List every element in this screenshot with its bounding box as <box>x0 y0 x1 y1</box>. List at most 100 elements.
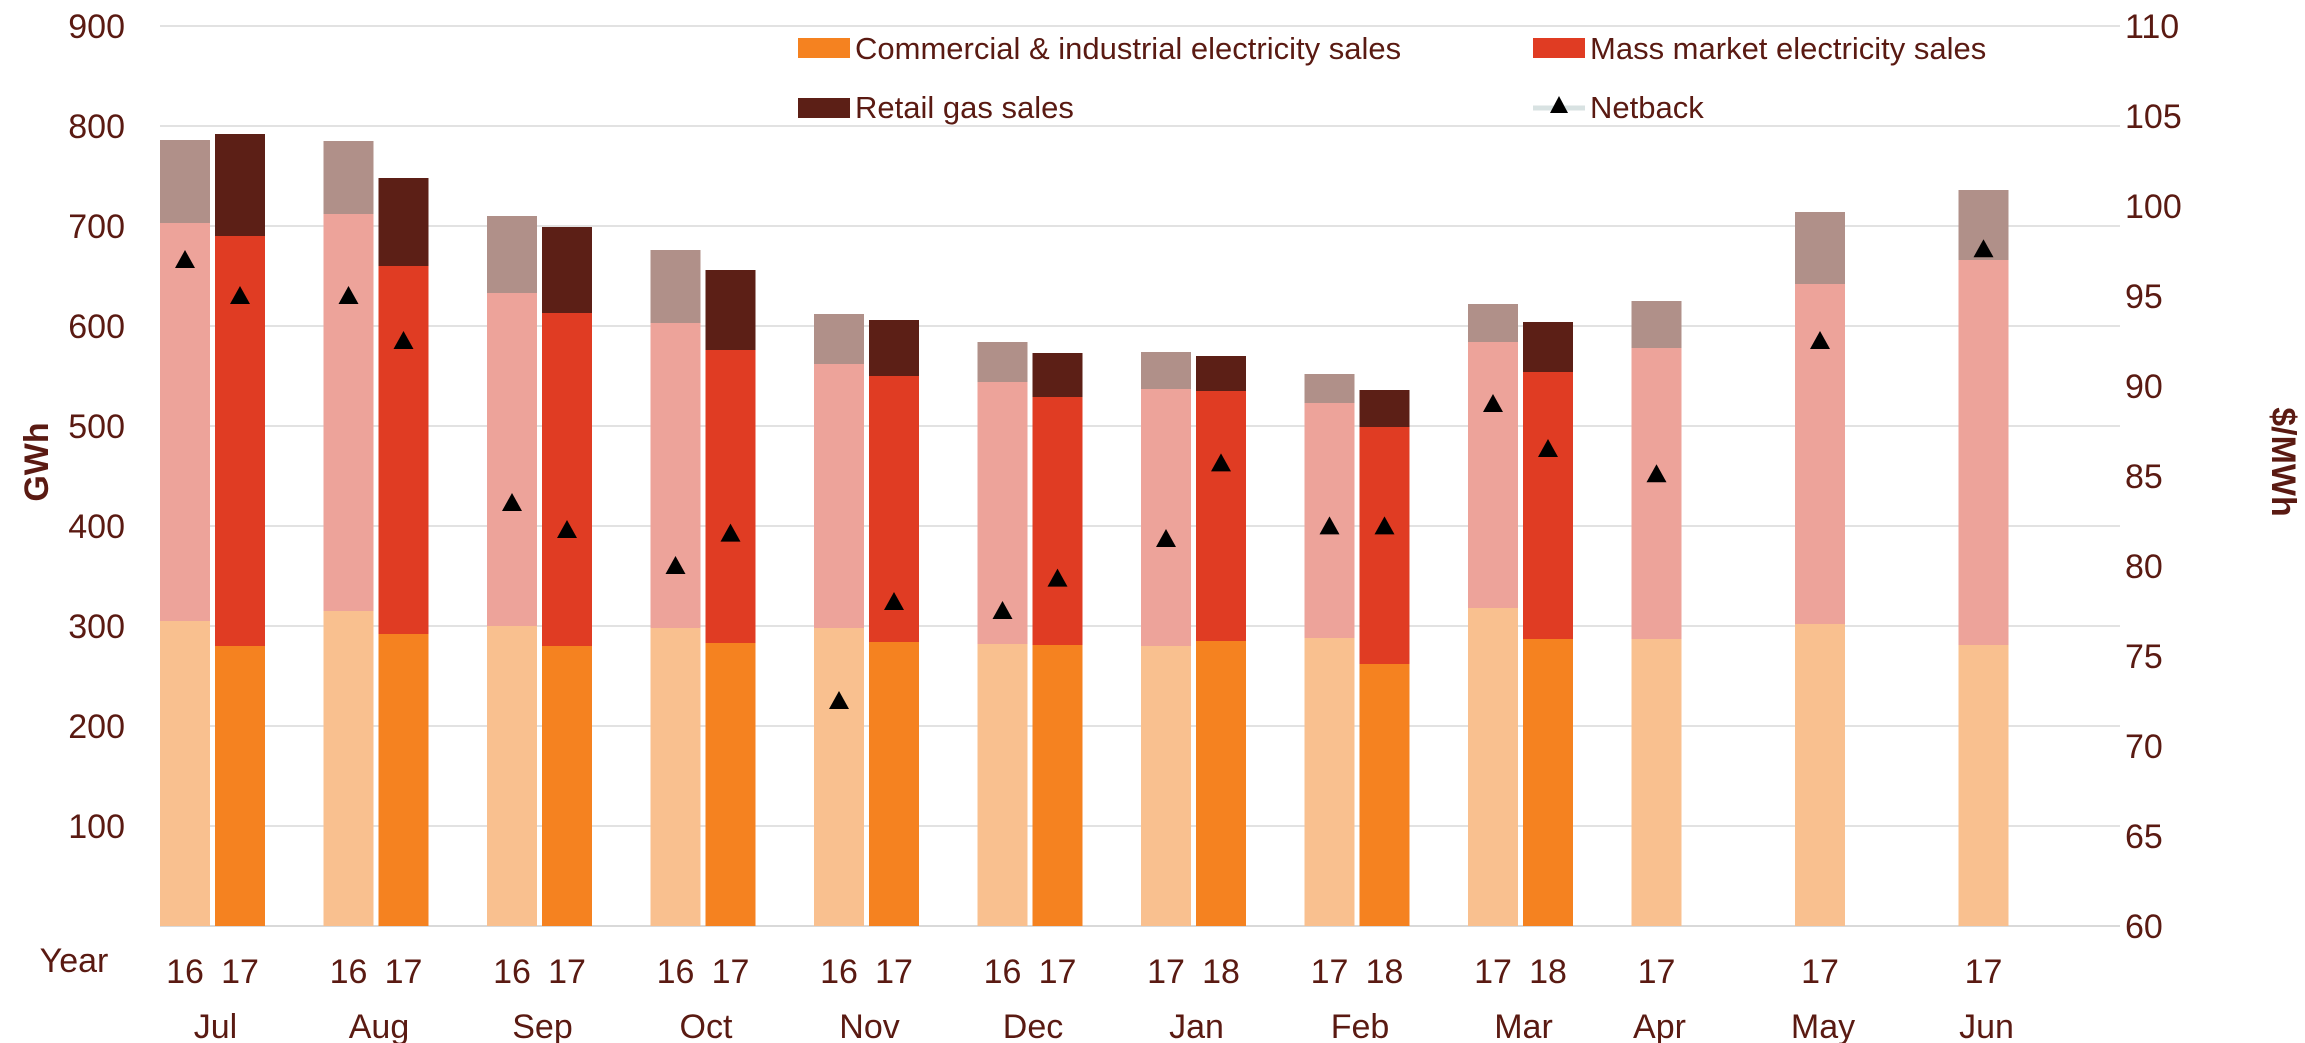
netback-marker <box>1319 516 1340 535</box>
x-tick-month: Jun <box>1959 1008 2014 1043</box>
bars <box>160 134 2009 926</box>
bar-segment-mm <box>705 350 756 643</box>
x-tick-year: 17 <box>1147 953 1185 991</box>
bar-segment-gas <box>650 250 701 323</box>
bar-segment-gas <box>1032 353 1083 397</box>
netback-marker <box>230 286 250 304</box>
netback-marker <box>1483 394 1503 412</box>
bar-segment-ci <box>487 626 537 926</box>
bar-segment-mm <box>1631 348 1682 639</box>
bar-segment-gas <box>323 141 374 214</box>
bar-segment-gas <box>215 134 265 236</box>
x-tick-year: 17 <box>712 953 750 991</box>
legend: Commercial & industrial electricity sale… <box>798 31 1986 125</box>
x-tick-year: 17 <box>1801 953 1839 991</box>
x-tick-month: Sep <box>512 1008 573 1043</box>
bar-segment-ci <box>1304 638 1355 926</box>
x-tick-year: 17 <box>548 953 586 991</box>
bar-segment-mm <box>323 214 374 611</box>
netback-marker <box>884 592 904 610</box>
bar-segment-gas <box>160 140 210 223</box>
y2-tick-label: 90 <box>2125 368 2163 406</box>
bar-segment-gas <box>1359 390 1410 427</box>
bar-segment-ci <box>869 642 919 926</box>
x-axis-title: Year <box>40 942 109 980</box>
bar-segment-mm <box>215 236 265 646</box>
netback-marker <box>1538 439 1558 457</box>
bar-segment-ci <box>1196 641 1246 926</box>
y2-tick-label: 80 <box>2125 548 2163 586</box>
x-tick-year: 17 <box>1474 953 1512 991</box>
bar-segment-gas <box>977 342 1028 382</box>
bar-segment-ci <box>1468 608 1518 926</box>
netback-marker <box>665 556 686 574</box>
bar-segment-ci <box>705 643 756 926</box>
bar-segment-mm <box>977 382 1028 644</box>
netback-markers <box>175 239 1994 709</box>
y-tick-label: 500 <box>68 408 125 446</box>
bar-segment-mm <box>1032 397 1083 645</box>
x-tick-month: Mar <box>1494 1008 1553 1043</box>
x-tick-month: Jan <box>1169 1008 1224 1043</box>
x-tick-month: Apr <box>1633 1008 1686 1043</box>
bar-segment-ci <box>215 646 265 926</box>
bar-segment-mm <box>1141 389 1191 646</box>
y-tick-label: 400 <box>68 508 125 546</box>
bar-segment-ci <box>160 621 210 926</box>
legend-label-gas: Retail gas sales <box>855 90 1074 125</box>
y2-tick-label: 85 <box>2125 458 2163 496</box>
y2-tick-label: 95 <box>2125 278 2163 316</box>
netback-marker <box>720 523 741 542</box>
netback-marker <box>1047 568 1068 587</box>
bar-segment-ci <box>1359 664 1410 926</box>
legend-marker-netback <box>1550 96 1568 113</box>
bar-segment-ci <box>1795 624 1845 926</box>
bar-segment-mm <box>650 323 701 628</box>
bar-segment-ci <box>650 628 701 926</box>
legend-label-mm: Mass market electricity sales <box>1590 31 1986 66</box>
netback-marker <box>175 250 195 268</box>
x-tick-month: Aug <box>349 1008 410 1043</box>
bar-segment-mm <box>542 313 592 646</box>
netback-marker <box>1374 516 1395 535</box>
netback-marker <box>1211 453 1231 472</box>
bar-segment-gas <box>542 227 592 313</box>
y2-tick-label: 65 <box>2125 818 2163 856</box>
gridlines <box>160 25 2120 927</box>
bar-segment-mm <box>1359 427 1410 664</box>
y2-tick-label: 70 <box>2125 728 2163 766</box>
y-tick-label: 100 <box>68 808 125 846</box>
bar-segment-gas <box>869 320 919 376</box>
netback-marker <box>1810 331 1830 349</box>
bar-segment-mm <box>160 223 210 621</box>
legend-label-ci: Commercial & industrial electricity sale… <box>855 31 1401 66</box>
netback-marker <box>1646 464 1667 483</box>
y2-tick-label: 60 <box>2125 908 2163 946</box>
x-tick-year: 16 <box>820 953 858 991</box>
bar-segment-gas <box>1141 352 1191 389</box>
netback-marker <box>1156 529 1176 547</box>
x-tick-year: 16 <box>330 953 368 991</box>
y-tick-label: 200 <box>68 708 125 746</box>
bar-segment-ci <box>814 628 864 926</box>
x-tick-month: Nov <box>839 1008 899 1043</box>
legend-label-netback: Netback <box>1590 90 1704 125</box>
bar-segment-ci <box>542 646 592 926</box>
y2-tick-label: 110 <box>2125 8 2179 46</box>
bar-segment-mm <box>378 266 429 634</box>
legend-swatch-ci <box>798 38 850 58</box>
x-tick-month: Feb <box>1331 1008 1390 1043</box>
x-tick-year: 16 <box>657 953 695 991</box>
x-tick-year: 18 <box>1366 953 1404 991</box>
y2-tick-label: 105 <box>2125 98 2182 136</box>
bar-segment-ci <box>378 634 429 926</box>
bar-segment-gas <box>1304 374 1355 403</box>
y-tick-label: 300 <box>68 608 125 646</box>
x-tick-year: 17 <box>1965 953 2003 991</box>
bar-segment-ci <box>1141 646 1191 926</box>
bar-segment-gas <box>487 216 537 293</box>
bar-segment-mm <box>1468 342 1518 608</box>
bar-segment-gas <box>1523 322 1573 372</box>
bar-segment-ci <box>323 611 374 926</box>
